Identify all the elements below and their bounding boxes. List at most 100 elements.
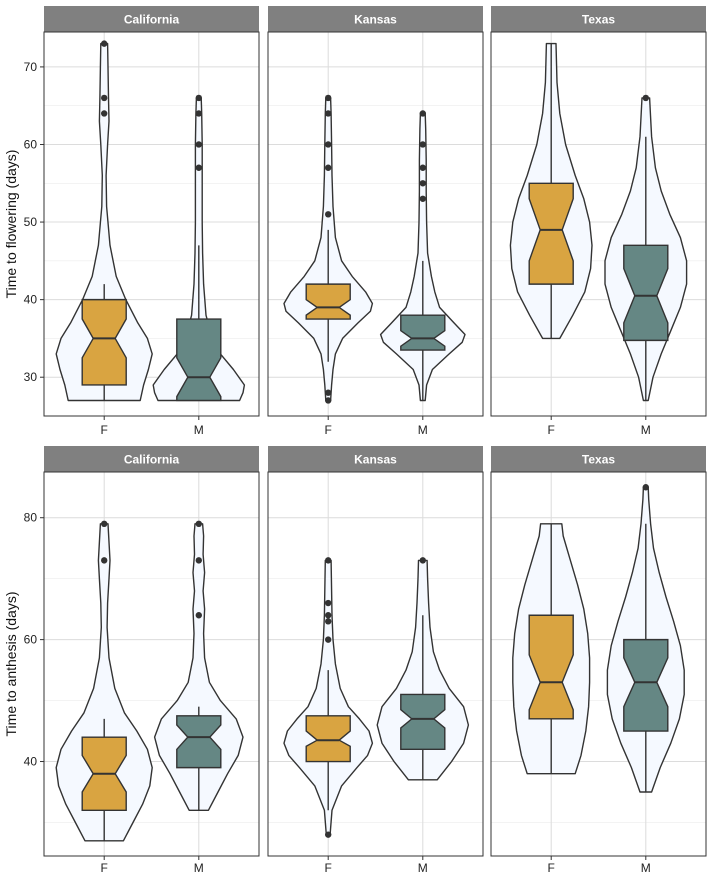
y-tick-label: 30 bbox=[24, 370, 38, 384]
facet-row-1: Time to flowering (days) 30 40 50 60 70 Califo… bbox=[3, 6, 707, 437]
x-tick-label: F bbox=[325, 861, 332, 875]
facet-strip-label: Kansas bbox=[354, 453, 397, 467]
facet-strip bbox=[491, 6, 706, 32]
outlier-point bbox=[101, 110, 108, 117]
y-axis-title: Time to anthesis (days) bbox=[3, 592, 19, 737]
violin-M-kansas bbox=[379, 110, 466, 402]
outlier-point bbox=[195, 110, 202, 117]
box-notched bbox=[528, 614, 574, 720]
panel-border bbox=[43, 471, 260, 857]
violin-F-california bbox=[55, 520, 153, 842]
panel-border bbox=[490, 471, 707, 857]
x-tick-label: M bbox=[641, 861, 651, 875]
outlier-point bbox=[325, 211, 332, 218]
outlier-point bbox=[325, 389, 332, 396]
facet-strip bbox=[44, 446, 259, 472]
facet-strip bbox=[268, 446, 483, 472]
outlier-point bbox=[325, 618, 332, 625]
outlier-point bbox=[101, 94, 108, 102]
panel-border bbox=[490, 31, 707, 417]
violin-F-texas bbox=[512, 523, 591, 775]
box-notched bbox=[176, 715, 222, 769]
violin-M-kansas bbox=[376, 557, 470, 781]
outlier-point bbox=[419, 141, 426, 148]
outlier-point bbox=[195, 612, 202, 619]
y-tick-label: 40 bbox=[24, 293, 38, 307]
y-tick-label: 60 bbox=[24, 633, 38, 647]
outlier-point bbox=[101, 557, 108, 564]
violin-M-california bbox=[152, 94, 246, 402]
outlier-point bbox=[325, 599, 332, 607]
x-tick-label: F bbox=[101, 423, 108, 437]
violin-M-texas bbox=[604, 94, 688, 402]
x-tick-label: F bbox=[325, 423, 332, 437]
facet-strip-label: Kansas bbox=[354, 13, 397, 27]
facet-strip-label: Texas bbox=[582, 453, 615, 467]
panel-kansas-1: Kansas F M bbox=[267, 6, 484, 437]
outlier-point bbox=[419, 164, 426, 171]
facet-strip bbox=[268, 6, 483, 32]
outlier-point bbox=[195, 557, 202, 564]
facet-strip-label: California bbox=[124, 13, 180, 27]
outlier-point bbox=[195, 94, 202, 102]
x-tick-label: M bbox=[418, 423, 428, 437]
outlier-point bbox=[325, 164, 332, 171]
panel-california-2: California F M bbox=[43, 446, 260, 875]
violin-F-california bbox=[55, 40, 153, 402]
outlier-point bbox=[325, 636, 332, 643]
y-tick-label: 80 bbox=[24, 511, 38, 525]
violin-shape bbox=[55, 42, 153, 402]
facet-strip bbox=[491, 446, 706, 472]
y-tick-label: 50 bbox=[24, 215, 38, 229]
outlier-point bbox=[642, 94, 649, 102]
outlier-point bbox=[195, 520, 202, 528]
outlier-point bbox=[419, 557, 426, 564]
x-tick-label: F bbox=[548, 861, 555, 875]
outlier-point bbox=[325, 110, 332, 117]
outlier-point bbox=[325, 612, 332, 619]
box-notched bbox=[81, 298, 127, 386]
outlier-point bbox=[419, 195, 426, 202]
panel-kansas-2: Kansas F M bbox=[267, 446, 484, 875]
box-notched bbox=[528, 182, 574, 285]
facet-strip-label: Texas bbox=[582, 13, 615, 27]
violin-shape bbox=[55, 523, 153, 842]
x-tick-label: M bbox=[418, 861, 428, 875]
violin-shape bbox=[153, 523, 244, 811]
outlier-point bbox=[325, 141, 332, 148]
y-tick-label: 70 bbox=[24, 60, 38, 74]
violin-M-texas bbox=[606, 484, 685, 793]
box-notched bbox=[176, 318, 222, 402]
outlier-point bbox=[642, 484, 649, 491]
facet-strip bbox=[44, 6, 259, 32]
box-notched bbox=[305, 283, 351, 320]
outlier-point bbox=[325, 831, 332, 838]
x-tick-label: M bbox=[194, 423, 204, 437]
outlier-point bbox=[419, 180, 426, 187]
panel-texas-2: Texas F M bbox=[490, 446, 707, 875]
x-tick-label: M bbox=[641, 423, 651, 437]
x-tick-label: M bbox=[194, 861, 204, 875]
facet-strip-label: California bbox=[124, 453, 180, 467]
outlier-point bbox=[101, 520, 108, 528]
panel-california-1: California F M bbox=[43, 6, 260, 437]
x-tick-label: F bbox=[101, 861, 108, 875]
box-notched bbox=[400, 314, 446, 351]
outlier-point bbox=[101, 40, 108, 47]
x-tick-label: F bbox=[548, 423, 555, 437]
panel-border bbox=[267, 471, 484, 857]
y-axis-title: Time to flowering (days) bbox=[3, 150, 19, 299]
violin-F-kansas bbox=[283, 94, 374, 404]
violin-F-kansas bbox=[283, 557, 374, 838]
panel-background bbox=[268, 32, 483, 416]
panel-background bbox=[268, 472, 483, 856]
panel-border bbox=[267, 31, 484, 417]
outlier-point bbox=[195, 141, 202, 148]
outlier-point bbox=[325, 94, 332, 102]
box-notched bbox=[400, 693, 446, 751]
violin-F-texas bbox=[509, 42, 593, 340]
violin-M-california bbox=[153, 520, 244, 811]
outlier-point bbox=[325, 557, 332, 564]
box-notched bbox=[623, 244, 669, 342]
